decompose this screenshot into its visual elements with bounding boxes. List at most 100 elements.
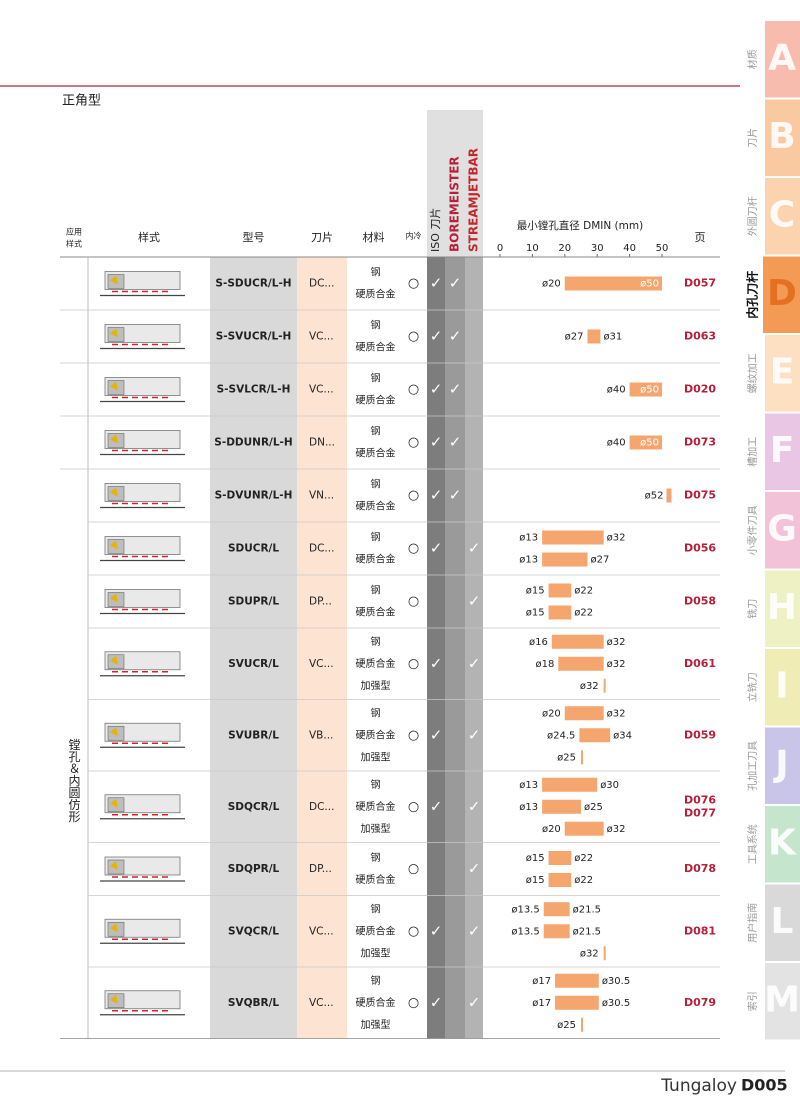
material: 硬质合金: [356, 500, 396, 513]
dmin-label: ø34: [613, 730, 632, 741]
coolant: ○: [408, 799, 419, 814]
insert: DP...: [309, 863, 332, 875]
insert-tip: [110, 381, 118, 391]
dmin-label: ø24.5: [547, 730, 575, 741]
dmin-label: ø31: [603, 332, 622, 343]
dmin-label: ø13.5: [511, 904, 539, 915]
dmin-label: ø50: [640, 438, 659, 449]
header-iso: ISO 刀片: [429, 208, 442, 252]
side-tab: [763, 256, 800, 333]
iso-check: ✓: [430, 797, 443, 815]
iso-check: ✓: [430, 922, 443, 940]
page-ref: D057: [684, 277, 716, 290]
iso-check: ✓: [430, 380, 443, 398]
tab-label: 刀片: [746, 128, 759, 148]
tool-illustration: [100, 856, 185, 882]
dmin-label: ø30.5: [602, 998, 630, 1009]
tab-label: 外圆刀杆: [747, 196, 759, 236]
page-ref: D020: [684, 383, 716, 396]
insert: VC...: [309, 925, 334, 937]
model: SVUCR/L: [228, 658, 279, 670]
dmin-label: ø32: [607, 659, 626, 670]
material: 钢: [371, 372, 381, 385]
dmin-label: ø30.5: [602, 976, 630, 987]
dmin-label: ø15: [526, 853, 545, 864]
dmin-tick-label: 0: [497, 243, 503, 254]
insert-tip: [110, 487, 118, 497]
material: 钢: [371, 425, 381, 438]
dmin-label: ø13: [519, 555, 538, 566]
insert: VB...: [309, 729, 333, 741]
material: 钢: [371, 778, 381, 791]
header-material: 材料: [363, 230, 385, 244]
material: 钢: [371, 584, 381, 597]
dmin-bar: [548, 583, 572, 598]
dmin-label: ø21.5: [573, 904, 601, 915]
coolant: ○: [408, 656, 419, 671]
dmin-bar: [555, 973, 599, 988]
side-tab: [765, 570, 800, 647]
tab-letter: E: [770, 351, 795, 392]
jetbar-check: ✓: [468, 726, 481, 744]
dmin-label: ø18: [535, 659, 554, 670]
tool-illustration: [100, 324, 185, 350]
material: 钢: [371, 902, 381, 915]
model: SDUPR/L: [228, 596, 279, 608]
insert: DC...: [309, 801, 334, 813]
iso-check: ✓: [430, 433, 443, 451]
material: 钢: [371, 635, 381, 648]
coolant: ○: [408, 329, 419, 344]
page-ref: D058: [684, 595, 716, 608]
dmin-label: ø13: [519, 802, 538, 813]
dmin-bar: [543, 902, 570, 917]
tab-letter: M: [764, 979, 800, 1020]
side-tab: [765, 99, 800, 176]
dmin-label: ø27: [565, 332, 584, 343]
dmin-bar: [542, 799, 581, 814]
material: 钢: [371, 266, 381, 279]
tab-label: 槽加工: [746, 437, 759, 467]
tab-label: 材质: [746, 49, 759, 69]
bm-column-bg: [445, 257, 465, 1039]
dmin-bar: [579, 728, 611, 743]
material: 硬质合金: [356, 606, 396, 619]
dmin-label: ø50: [640, 279, 659, 290]
boremeister-check: ✓: [449, 433, 462, 451]
insert-tip: [110, 540, 118, 550]
dmin-bar: [542, 552, 588, 567]
dmin-tick-label: 40: [623, 243, 636, 254]
page-ref: D077: [684, 806, 716, 819]
iso-column-bg: [427, 257, 445, 1039]
header-coolant: 内冷: [406, 231, 422, 241]
dmin-bar: [542, 530, 604, 545]
dmin-label: ø22: [574, 875, 593, 886]
insert: DP...: [309, 596, 332, 608]
model: SVUBR/L: [228, 729, 279, 741]
insert: VN...: [309, 490, 334, 502]
boremeister-check: ✓: [449, 380, 462, 398]
dmin-label: ø32: [607, 708, 626, 719]
model: S-SVUCR/L-H: [216, 331, 292, 343]
side-tab: [765, 413, 800, 490]
header-iso-bg: [427, 110, 483, 257]
page-ref: D061: [684, 657, 716, 670]
side-tab: [765, 649, 800, 726]
material: 加强型: [361, 750, 391, 763]
material: 加强型: [361, 679, 391, 692]
tab-label: 螺纹加工: [746, 353, 759, 393]
tool-illustration: [100, 430, 185, 456]
page-ref: D081: [684, 924, 716, 937]
tab-letter: J: [772, 744, 788, 785]
material: 硬质合金: [356, 728, 396, 741]
iso-check: ✓: [430, 726, 443, 744]
dmin-label: ø32: [607, 533, 626, 544]
dmin-tick-label: 50: [656, 243, 669, 254]
dmin-label: ø52: [645, 491, 664, 502]
dmin-bar: [603, 946, 606, 961]
material: 钢: [371, 478, 381, 491]
header-insert: 刀片: [311, 231, 333, 244]
insert-column-bg: [297, 257, 347, 1039]
section-title: 正角型: [62, 94, 101, 109]
